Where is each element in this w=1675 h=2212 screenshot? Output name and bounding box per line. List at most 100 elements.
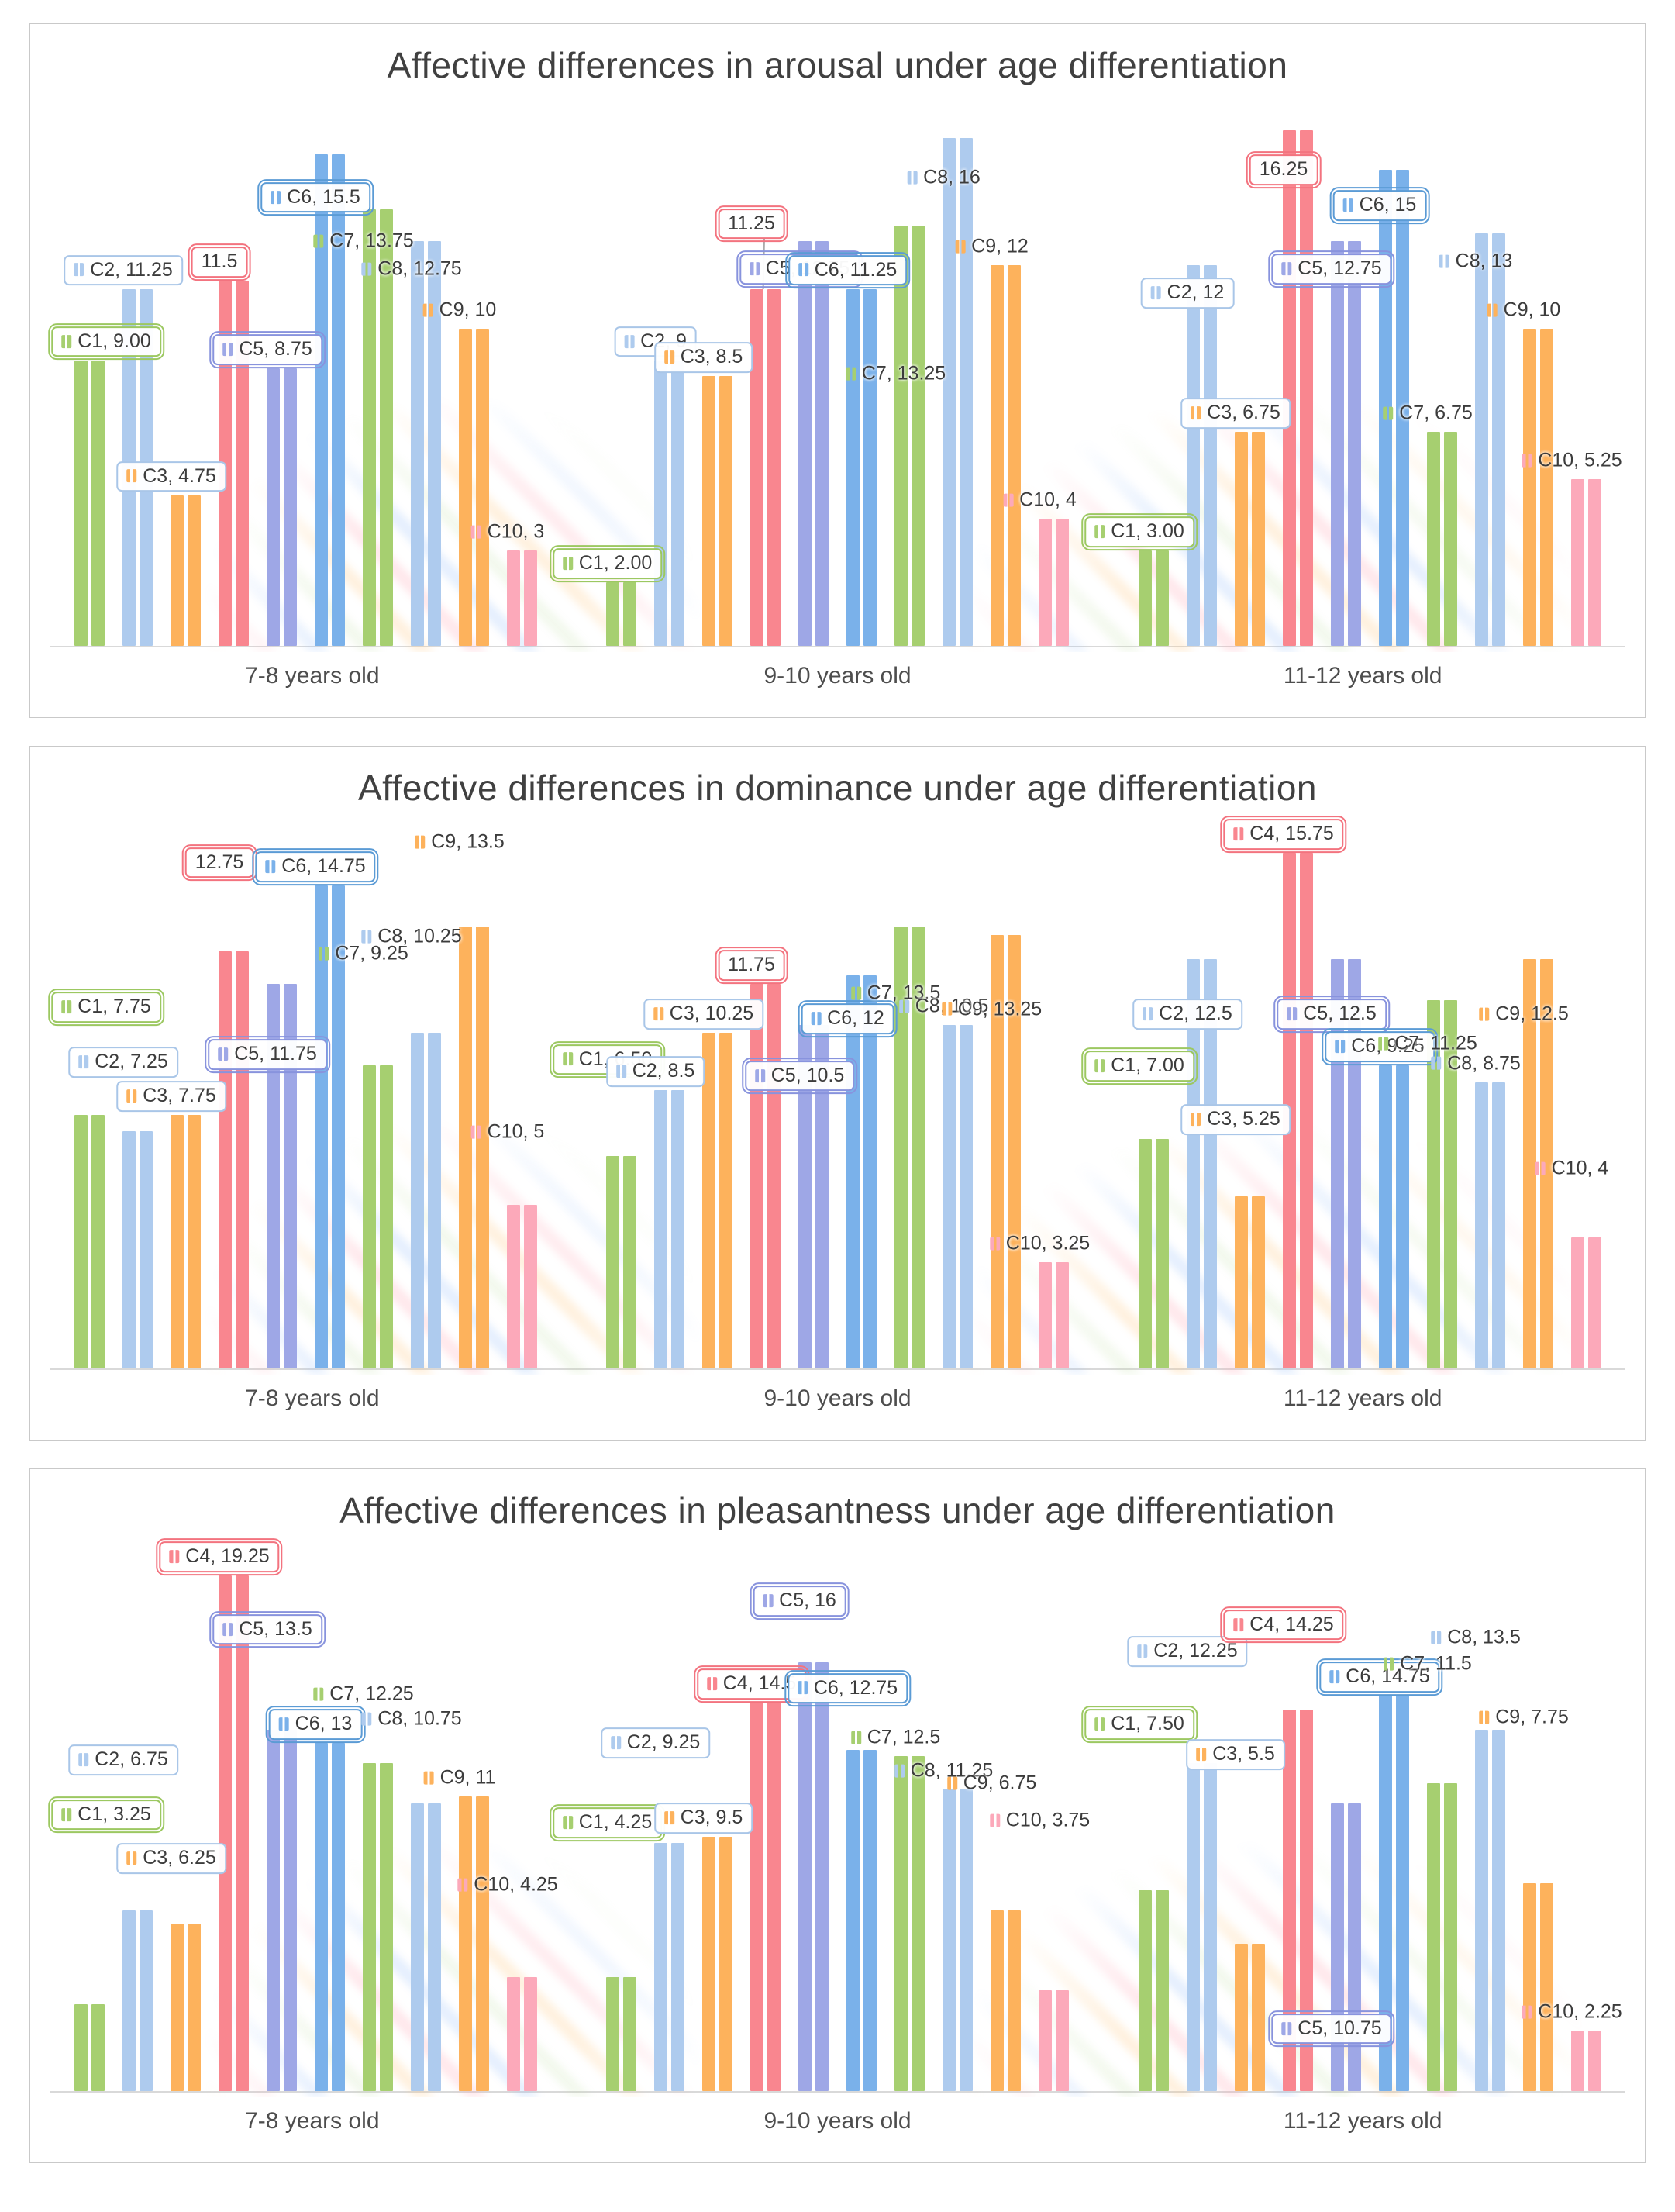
bar-c9 <box>1522 959 1536 1368</box>
data-label-text: C5, 11.75 <box>234 1043 317 1065</box>
data-label-c1: C1, 3.25 <box>47 1796 165 1834</box>
data-label-text: C8, 12.75 <box>377 257 462 280</box>
c7-series-marker-icon <box>1383 406 1394 420</box>
x-axis-label: 9-10 years old <box>763 2108 912 2134</box>
bar-c3 <box>719 376 732 646</box>
bar-c7 <box>1443 432 1457 646</box>
data-label-c8: C8, 10.25 <box>361 926 462 948</box>
bar-c4 <box>767 1703 781 2091</box>
bar-c10 <box>523 550 537 646</box>
data-label-text: C9, 12 <box>971 235 1029 257</box>
c10-series-marker-icon <box>1522 2005 1532 2019</box>
c2-series-marker-icon <box>78 1752 89 1766</box>
bar-c4 <box>750 289 763 646</box>
c7-series-marker-icon <box>313 1687 324 1701</box>
bar-c3 <box>1234 1196 1248 1368</box>
bar-c4 <box>235 281 249 646</box>
data-label-c5: C5, 13.5 <box>209 1610 326 1648</box>
bar-c4 <box>750 984 763 1368</box>
bar-c2 <box>671 361 684 646</box>
c3-series-marker-icon <box>1196 1748 1207 1761</box>
bar-c4 <box>218 1575 232 2091</box>
data-label-c6: C6, 14.75 <box>1315 1658 1444 1696</box>
bar-c10 <box>1056 1990 1069 2091</box>
data-label-text: C9, 10 <box>1503 298 1561 321</box>
bar-c9 <box>991 265 1004 646</box>
data-label-text: C9, 10 <box>439 298 497 321</box>
bar-c1 <box>623 582 636 646</box>
data-label-c1: C1, 3.00 <box>1080 512 1198 551</box>
c4-series-marker-icon <box>169 1550 180 1563</box>
bar-c7 <box>362 209 376 646</box>
data-label-c4: 16.25 <box>1246 150 1322 189</box>
data-label-text: C3, 6.75 <box>1207 401 1280 423</box>
data-label-c7: C7, 11.5 <box>1384 1652 1472 1675</box>
data-label-c2: C2, 11.25 <box>64 254 183 286</box>
data-label-text: C6, 14.75 <box>281 855 366 878</box>
bar-c3 <box>702 376 715 646</box>
data-label-c5: C5, 10.75 <box>1267 2010 1396 2048</box>
data-label-c9: C9, 12.5 <box>1479 1003 1569 1026</box>
bar-c10 <box>1039 519 1052 646</box>
bar-c6 <box>1378 1696 1392 2091</box>
bar-c6 <box>314 1743 328 2091</box>
data-label-text: C3, 5.5 <box>1212 1743 1275 1765</box>
c6-series-marker-icon <box>271 190 281 204</box>
c9-series-marker-icon <box>941 1002 952 1016</box>
bar-c4 <box>1282 1710 1296 2091</box>
c3-series-marker-icon <box>126 469 137 483</box>
plot-area: C1, 3.25 C1, 4.25 C1, 7.50 C2, 6.75 C2, 9.25… <box>47 1537 1625 2097</box>
data-label-c10: C10, 4 <box>1535 1157 1609 1180</box>
bar-c3 <box>1251 432 1265 646</box>
bar-c6 <box>846 289 860 646</box>
x-axis-label: 7-8 years old <box>245 1386 380 1411</box>
bar-c1 <box>1138 1890 1152 2091</box>
bar-c1 <box>1155 550 1169 646</box>
c9-series-marker-icon <box>1487 303 1498 317</box>
bar-c1 <box>91 361 105 646</box>
bar-c1 <box>606 1977 619 2091</box>
bar-c7 <box>1426 432 1440 646</box>
data-label-c1: C1, 2.00 <box>549 544 666 583</box>
bar-c7 <box>1443 1783 1457 2091</box>
data-label-text: C10, 4 <box>1551 1157 1609 1179</box>
bar-c6 <box>314 154 328 646</box>
chart-title: Affective differences in dominance under… <box>357 768 1318 808</box>
data-label-text: 11.75 <box>728 954 775 975</box>
bar-c2 <box>654 1090 667 1368</box>
c2-series-marker-icon <box>1137 1644 1148 1658</box>
data-label-text: C10, 5.25 <box>1538 449 1622 471</box>
data-label-c7: C7, 9.25 <box>319 943 408 965</box>
x-axis-label: 11-12 years old <box>1283 1386 1442 1411</box>
bar-c10 <box>523 1205 537 1368</box>
data-label-text: C9, 13.25 <box>957 998 1043 1020</box>
data-label-c5: C5, 12.75 <box>1267 250 1396 288</box>
bar-c10 <box>1039 1990 1052 2091</box>
c5-series-marker-icon <box>749 262 760 276</box>
c10-series-marker-icon <box>989 1237 1000 1251</box>
c9-series-marker-icon <box>955 240 966 254</box>
bar-c1 <box>91 2004 105 2091</box>
bar-c10 <box>1056 519 1069 646</box>
bar-c1 <box>74 2004 88 2091</box>
data-label-text: C6, 15 <box>1359 194 1417 216</box>
data-label-text: C5, 8.75 <box>239 338 312 361</box>
data-label-c2: C2, 9.25 <box>600 1727 711 1759</box>
c8-series-marker-icon <box>361 1712 372 1726</box>
bar-c3 <box>187 1115 201 1368</box>
data-label-text: 16.25 <box>1259 158 1308 181</box>
data-label-c2: C2, 7.25 <box>68 1047 178 1078</box>
data-label-text: 12.75 <box>195 851 244 873</box>
data-label-text: C6, 12 <box>827 1007 884 1030</box>
bar-c7 <box>1426 1000 1440 1368</box>
data-label-c1: C1, 4.25 <box>549 1803 666 1842</box>
data-label-c3: C3, 7.75 <box>116 1080 226 1112</box>
c2-series-marker-icon <box>610 1736 621 1750</box>
bar-c1 <box>606 582 619 646</box>
bar-c7 <box>1443 1000 1457 1368</box>
bar-c3 <box>170 495 184 646</box>
data-label-c2: C2, 8.5 <box>605 1056 705 1087</box>
data-label-c8: C8, 11.25 <box>894 1760 993 1782</box>
bar-c8 <box>960 1025 973 1368</box>
data-label-c6: C6, 15.5 <box>257 178 374 217</box>
